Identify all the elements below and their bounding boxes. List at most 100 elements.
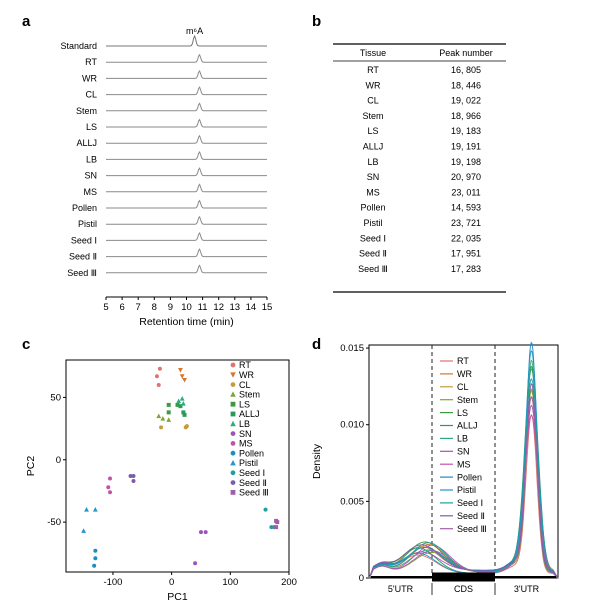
legend-marker-pistil xyxy=(230,460,236,466)
x-tick-label: 13 xyxy=(230,302,241,313)
legend-label-stem: Stem xyxy=(457,395,478,405)
region-label-5utr: 5'UTR xyxy=(388,584,414,594)
panel-c-pca-scatter: -100 0 100 200 -50 0 50 PC1 PC2 RTWRCLStemLSALLJL… xyxy=(25,359,297,603)
sample-label-pollen: Pollen xyxy=(72,203,97,213)
panel-label-d: d xyxy=(312,336,321,353)
chromatogram-trace-ms xyxy=(106,183,267,193)
x-tick-label: 200 xyxy=(281,577,297,588)
point-ls xyxy=(166,410,171,415)
table-cell-peak-number: 23, 721 xyxy=(451,218,481,228)
table-cell-tissue: SN xyxy=(367,172,380,182)
chromatogram-trace-seed xyxy=(106,231,267,241)
region-label-3utr: 3'UTR xyxy=(514,584,540,594)
chromatogram-trace-ls xyxy=(106,118,267,128)
point-ms xyxy=(108,490,113,495)
y-tick-label: 0.005 xyxy=(340,496,364,507)
point-allj xyxy=(181,410,186,415)
sample-label-pistil: Pistil xyxy=(78,219,97,229)
table-cell-peak-number: 19, 198 xyxy=(451,157,481,167)
legend-label-seed: Seed Ⅲ xyxy=(457,524,487,534)
panel-label-b: b xyxy=(312,13,321,30)
point-stem xyxy=(156,413,162,419)
x-tick-label: 9 xyxy=(168,302,173,313)
legend-label-allj: ALLJ xyxy=(239,409,260,419)
point-rt xyxy=(156,382,161,387)
sample-label-cl: CL xyxy=(85,90,97,100)
table-cell-peak-number: 17, 951 xyxy=(451,249,481,259)
point-allj xyxy=(182,412,187,417)
point-seed xyxy=(263,507,268,512)
x-tick-label: -100 xyxy=(103,577,122,588)
point-seed xyxy=(269,525,274,530)
x-tick-label: 6 xyxy=(119,302,124,313)
chromatogram-trace-stem xyxy=(106,102,267,112)
legend-marker-ms xyxy=(230,441,236,446)
sample-label-rt: RT xyxy=(85,57,97,67)
legend-marker-cl xyxy=(230,382,236,387)
sample-label-ls: LS xyxy=(86,122,97,132)
sample-label-wr: WR xyxy=(82,73,97,83)
x-tick-label: 100 xyxy=(222,577,238,588)
y-tick-label: 0 xyxy=(359,573,364,584)
table-cell-peak-number: 18, 446 xyxy=(451,80,481,90)
sample-label-seed: Seed Ⅱ xyxy=(69,252,97,262)
point-stem xyxy=(160,416,166,421)
point-cl xyxy=(159,425,164,430)
legend-label-cl: CL xyxy=(457,382,469,392)
point-stem xyxy=(166,417,172,422)
legend-label-seed: Seed Ⅱ xyxy=(457,511,485,521)
point-sn xyxy=(203,530,208,535)
table-cell-tissue: Stem xyxy=(362,111,383,121)
point-ls xyxy=(166,402,171,407)
chromatogram-trace-wr xyxy=(106,69,267,79)
table-cell-tissue: Seed Ⅱ xyxy=(359,249,387,259)
x-tick-label: 12 xyxy=(213,302,224,313)
legend-label-seed: Seed Ⅱ xyxy=(239,478,267,488)
table-cell-peak-number: 19, 191 xyxy=(451,142,481,152)
panel-a-chromatograms: Standard RT WR CL Stem LS ALLJ LB SN MS Pollen Pist… xyxy=(60,26,272,328)
table-cell-peak-number: 16, 805 xyxy=(451,65,481,75)
legend-marker-wr xyxy=(230,372,236,378)
table-cell-tissue: Pistil xyxy=(363,218,382,228)
chromatogram-trace-seed xyxy=(106,248,267,258)
table-cell-peak-number: 17, 283 xyxy=(451,264,481,274)
x-tick-label: 7 xyxy=(136,302,141,313)
peak-label-m6a: m⁶A xyxy=(186,26,203,36)
y-tick-label: -50 xyxy=(47,517,61,528)
region-label-cds: CDS xyxy=(454,584,473,594)
legend-marker-pollen xyxy=(230,450,236,456)
sample-label-standard: Standard xyxy=(60,41,97,51)
legend-label-lb: LB xyxy=(239,419,250,429)
point-ms xyxy=(106,485,111,490)
table-cell-tissue: RT xyxy=(367,65,379,75)
table-cell-tissue: Seed Ⅰ xyxy=(360,233,386,243)
legend-label-ls: LS xyxy=(239,399,250,409)
y-axis-title: PC2 xyxy=(25,456,37,477)
sample-label-lb: LB xyxy=(86,154,97,164)
point-wr xyxy=(178,367,183,373)
panel-label-c: c xyxy=(22,336,30,353)
panel-label-a: a xyxy=(22,13,31,30)
legend-label-seed: Seed Ⅲ xyxy=(239,488,269,498)
panel-d-density-plot: 0 0.005 0.010 0.015 Density 5'UTR CDS 3'UTR RT WR… xyxy=(311,341,559,595)
table-header-peak-number: Peak number xyxy=(439,48,493,58)
legend-label-sn: SN xyxy=(239,429,252,439)
legend-label-stem: Stem xyxy=(239,390,260,400)
point-wr xyxy=(182,377,187,383)
y-tick-label: 0.015 xyxy=(340,343,364,354)
x-tick-label: 5 xyxy=(103,302,108,313)
sample-label-allj: ALLJ xyxy=(76,138,97,148)
x-tick-label: 14 xyxy=(246,302,257,313)
sample-label-seed: Seed Ⅲ xyxy=(67,268,97,278)
legend-marker-seed xyxy=(230,490,236,495)
x-tick-label: 0 xyxy=(169,577,174,588)
legend-label-rt: RT xyxy=(457,356,469,366)
legend-label-seed: Seed Ⅰ xyxy=(239,468,265,478)
legend-marker-ls xyxy=(230,401,236,407)
y-tick-label: 0 xyxy=(56,455,61,466)
legend-label-pollen: Pollen xyxy=(239,448,264,458)
point-ms xyxy=(108,476,113,481)
point-lb xyxy=(176,398,182,404)
point-seed xyxy=(131,478,136,483)
